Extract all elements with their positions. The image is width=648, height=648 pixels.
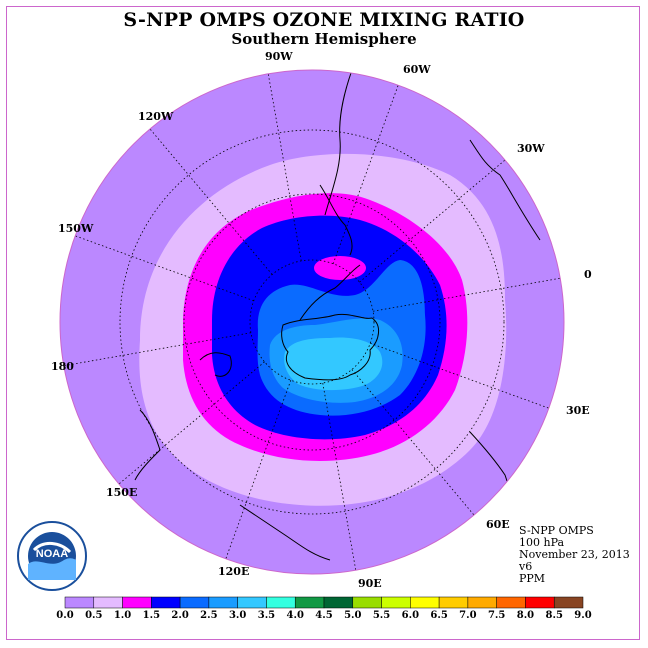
map-boundary [59, 69, 565, 575]
lon-label-150e: 150E [106, 486, 137, 499]
lon-label-180: 180 [51, 360, 74, 373]
map-title: S-NPP OMPS OZONE MIXING RATIO [123, 9, 525, 31]
info-version: v6 [519, 560, 533, 573]
info-instrument: S-NPP OMPS [519, 524, 594, 537]
map-info: S-NPP OMPS 100 hPa November 23, 2013 v6 … [519, 525, 630, 585]
lon-label-150w: 150W [58, 222, 94, 235]
lon-label-60e: 60E [486, 518, 510, 531]
lon-label-90w: 90W [265, 50, 293, 63]
coastlines [134, 70, 541, 561]
info-level: 100 hPa [519, 536, 565, 549]
noaa-logo-icon: NOAA [16, 520, 88, 596]
map-subtitle: Southern Hemisphere [231, 30, 417, 48]
contour-band-1.0-1.5-inner [314, 256, 366, 280]
lon-label-30w: 30W [517, 142, 545, 155]
lon-label-120w: 120W [138, 110, 174, 123]
lon-label-120e: 120E [218, 565, 249, 578]
logo-text: NOAA [36, 548, 68, 560]
graticule [119, 129, 505, 515]
lon-label-60w: 60W [403, 63, 431, 76]
figure-frame [6, 6, 640, 640]
info-date: November 23, 2013 [519, 548, 630, 561]
lon-label-90e: 90E [358, 577, 382, 590]
lon-label-30e: 30E [566, 404, 590, 417]
info-units: PPM [519, 572, 546, 585]
lon-label-0: 0 [584, 268, 592, 281]
contour-band-3.0-3.5 [284, 337, 383, 391]
